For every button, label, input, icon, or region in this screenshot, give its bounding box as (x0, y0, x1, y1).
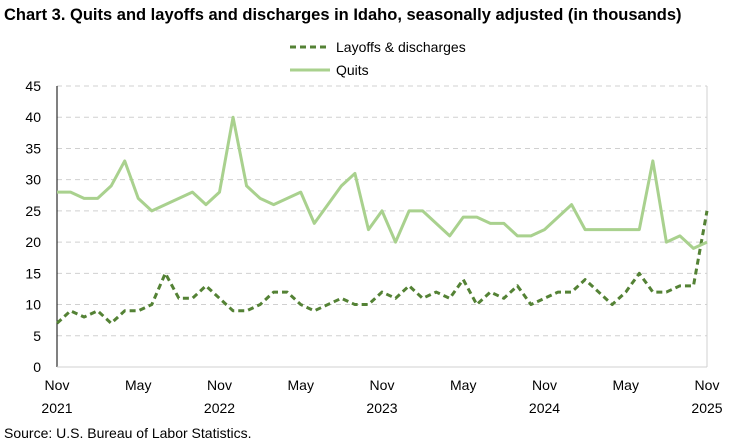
x-tick-label: May (450, 377, 476, 393)
legend-label: Layoffs & discharges (336, 39, 466, 55)
x-tick-year: 2024 (529, 400, 560, 416)
y-tick-label: 0 (33, 359, 41, 375)
y-tick-label: 5 (33, 328, 41, 344)
y-tick-label: 40 (25, 109, 41, 125)
y-tick-label: 30 (25, 172, 41, 188)
y-tick-label: 20 (25, 234, 41, 250)
x-tick-year: 2022 (204, 400, 235, 416)
x-tick-label: Nov (695, 377, 720, 393)
y-tick-label: 10 (25, 297, 41, 313)
x-tick-year: 2023 (366, 400, 397, 416)
x-tick-label: Nov (370, 377, 395, 393)
series-line-quits (57, 115, 708, 250)
y-tick-label: 35 (25, 140, 41, 156)
source-note: Source: U.S. Bureau of Labor Statistics. (4, 425, 252, 441)
chart-title: Chart 3. Quits and layoffs and discharge… (4, 6, 682, 24)
x-tick-label: Nov (207, 377, 232, 393)
legend-label: Quits (336, 62, 369, 78)
x-tick-year: 2021 (41, 400, 72, 416)
y-tick-label: 45 (25, 78, 41, 94)
x-tick-label: Nov (45, 377, 70, 393)
x-tick-label: Nov (532, 377, 557, 393)
x-tick-label: May (288, 377, 314, 393)
series-line-layoffs (55, 210, 709, 325)
x-tick-label: May (125, 377, 151, 393)
x-tick-year: 2025 (691, 400, 722, 416)
x-tick-label: May (613, 377, 639, 393)
y-tick-label: 25 (25, 203, 41, 219)
y-tick-label: 15 (25, 265, 41, 281)
